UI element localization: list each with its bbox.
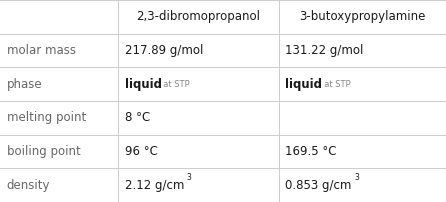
Text: 96 °C: 96 °C [125,145,158,158]
Text: 8 °C: 8 °C [125,111,150,124]
Text: liquid: liquid [125,78,162,91]
Text: 3: 3 [186,173,191,182]
Text: 131.22 g/mol: 131.22 g/mol [285,44,364,57]
Text: at STP: at STP [319,80,351,89]
Text: boiling point: boiling point [7,145,80,158]
Text: liquid: liquid [285,78,322,91]
Text: 3-butoxypropylamine: 3-butoxypropylamine [299,10,425,23]
Text: 2,3-dibromopropanol: 2,3-dibromopropanol [136,10,260,23]
Text: at STP: at STP [158,80,190,89]
Text: 2.12 g/cm: 2.12 g/cm [125,179,184,192]
Text: molar mass: molar mass [7,44,76,57]
Text: melting point: melting point [7,111,86,124]
Text: 3: 3 [354,173,359,182]
Text: 217.89 g/mol: 217.89 g/mol [125,44,203,57]
Text: 0.853 g/cm: 0.853 g/cm [285,179,352,192]
Text: density: density [7,179,50,192]
Text: 169.5 °C: 169.5 °C [285,145,337,158]
Text: phase: phase [7,78,42,91]
